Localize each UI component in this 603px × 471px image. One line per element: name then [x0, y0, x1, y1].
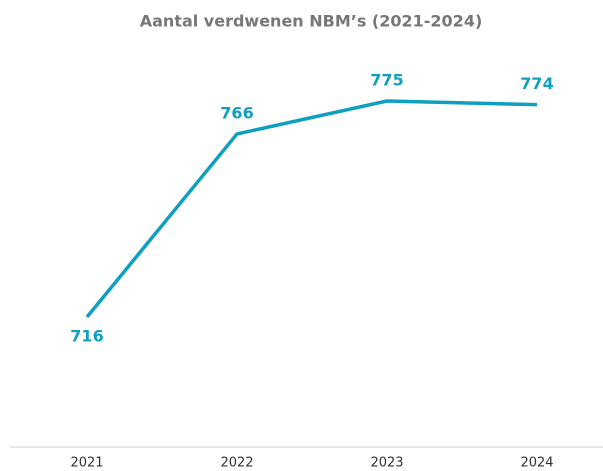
line	[85, 99, 538, 319]
chart-title: Aantal verdwenen NBM’s (2021-2024)	[140, 12, 483, 31]
x-tick-label: 2023	[370, 456, 403, 471]
x-tick-label: 2024	[520, 456, 553, 471]
x-tick-label: 2022	[220, 456, 253, 471]
data-label: 716	[70, 327, 103, 346]
data-label: 774	[520, 74, 553, 93]
data-label: 775	[370, 71, 403, 90]
x-tick-label: 2021	[70, 456, 103, 471]
data-label: 766	[220, 103, 253, 122]
